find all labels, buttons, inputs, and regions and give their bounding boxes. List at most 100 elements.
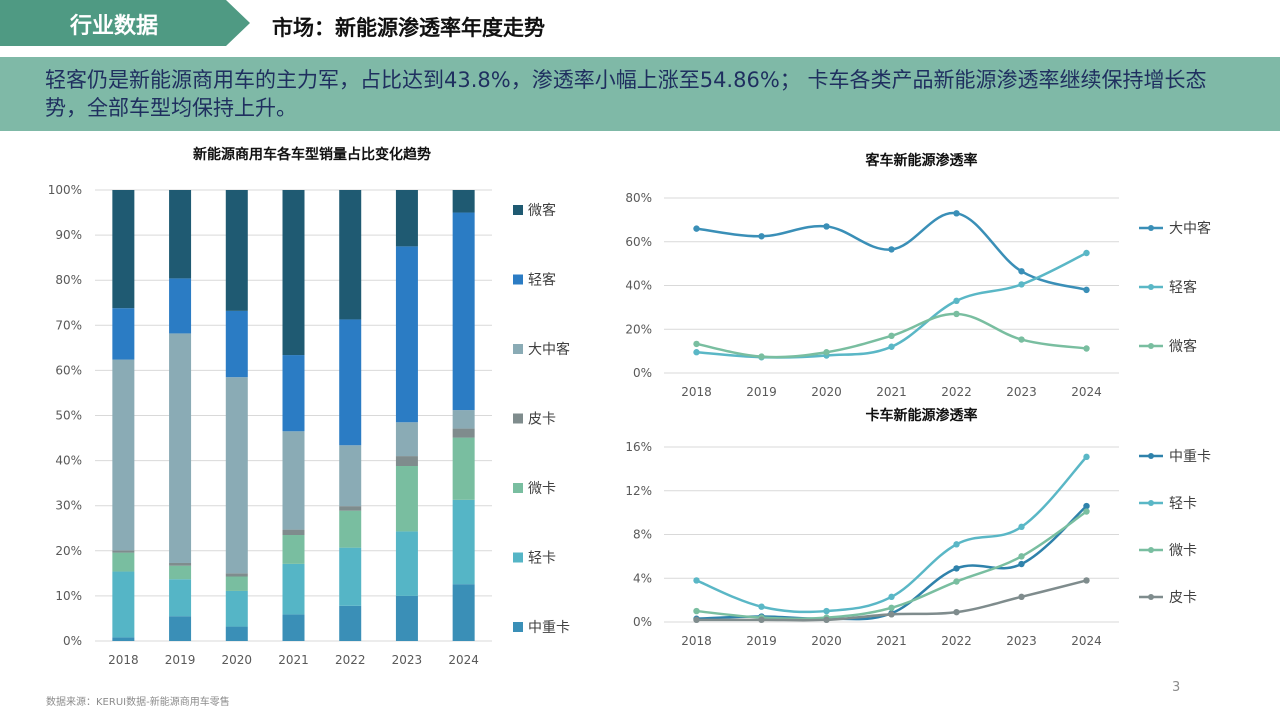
bus-data-point <box>1018 268 1025 275</box>
bar-segment <box>225 590 248 627</box>
bar-segment <box>339 506 362 511</box>
bar-segment <box>395 456 418 467</box>
bar-segment <box>112 637 135 641</box>
bar-legend-swatch <box>513 344 523 354</box>
truck-data-point <box>888 593 895 601</box>
bar-chart-title: 新能源商用车各车型销量占比变化趋势 <box>193 146 431 163</box>
bar-legend-label: 中重卡 <box>528 620 570 636</box>
bar-segment <box>282 614 305 641</box>
truck-y-tick-label: 0% <box>633 615 652 629</box>
stacked-bar-chart: 新能源商用车各车型销量占比变化趋势 0% 10% 20% 30% 40% 50% 60% 70%… <box>48 146 570 667</box>
truck-data-point <box>758 603 765 610</box>
bus-line-chart: 客车新能源渗透率 0% 20% 40% 60% 80% 2018 2019 2020 2021 20… <box>625 152 1211 399</box>
bar-y-tick-label: 50% <box>55 409 82 423</box>
bar-segment <box>452 437 475 500</box>
bus-legend-label: 微客 <box>1169 338 1197 355</box>
truck-data-point <box>1018 593 1025 601</box>
truck-x-tick-label: 2022 <box>941 634 972 648</box>
truck-x-tick-label: 2024 <box>1071 634 1102 648</box>
truck-legend-marker <box>1148 594 1154 600</box>
bar-segment <box>225 576 248 591</box>
bar-x-tick-label: 2022 <box>335 653 366 667</box>
bar-segment <box>282 563 305 615</box>
summary-banner: 轻客仍是新能源商用车的主力军，占比达到43.8%，渗透率小幅上涨至54.86%；… <box>0 57 1280 131</box>
bar-segment <box>169 278 192 334</box>
bar-y-tick-label: 40% <box>55 454 82 468</box>
bus-legend-marker <box>1148 284 1154 290</box>
bar-segment <box>395 466 418 532</box>
bar-segment <box>225 310 248 378</box>
truck-series-line <box>696 510 1088 620</box>
bar-x-tick-label: 2021 <box>278 653 309 667</box>
bar-segment <box>339 510 362 548</box>
truck-y-tick-label: 16% <box>625 440 652 454</box>
bar-segment <box>395 595 418 641</box>
bar-segment <box>395 422 418 457</box>
truck-y-tick-label: 12% <box>625 484 652 498</box>
bar-segment <box>395 246 418 423</box>
bus-data-point <box>888 332 895 340</box>
bar-segment <box>452 190 475 213</box>
bar-x-tick-label: 2023 <box>392 653 423 667</box>
truck-legend-label: 中重卡 <box>1169 449 1211 465</box>
bar-segment <box>112 550 135 553</box>
bar-segment <box>112 571 135 638</box>
truck-data-point <box>823 607 830 615</box>
truck-data-point <box>953 565 960 572</box>
section-tag-label: 行业数据 <box>70 14 159 39</box>
bar-legend-swatch <box>513 552 523 563</box>
bus-x-tick-label: 2019 <box>746 385 777 399</box>
bar-segment <box>169 565 192 580</box>
bar-segment <box>225 190 248 311</box>
bar-legend-label: 微客 <box>528 202 556 219</box>
bus-y-tick-label: 20% <box>625 322 652 336</box>
truck-line-chart: 卡车新能源渗透率 0% 4% 8% 12% 16% 2018 2019 2020 2021 2022… <box>625 407 1211 648</box>
bar-legend-swatch <box>513 483 523 493</box>
bus-y-tick-label: 80% <box>625 191 652 205</box>
bar-segment <box>395 190 418 247</box>
bar-segment <box>225 626 248 641</box>
bar-legend-label: 皮卡 <box>528 412 556 428</box>
bar-y-tick-label: 70% <box>55 318 82 332</box>
truck-data-point <box>953 608 960 616</box>
bar-x-tick-label: 2020 <box>222 653 253 667</box>
bus-data-point <box>1018 336 1025 343</box>
bar-x-tick-label: 2019 <box>165 653 196 667</box>
bar-x-tick-label: 2018 <box>108 653 139 667</box>
bar-legend-label: 大中客 <box>528 341 570 358</box>
bus-chart-title: 客车新能源渗透率 <box>865 152 978 169</box>
bar-segment <box>339 319 362 446</box>
truck-x-tick-label: 2020 <box>811 634 842 648</box>
bar-segment <box>225 573 248 577</box>
truck-legend-marker <box>1148 453 1154 459</box>
bar-segment <box>169 333 192 563</box>
truck-data-point <box>953 541 960 548</box>
bar-y-tick-label: 10% <box>55 589 82 603</box>
bus-data-point <box>1083 249 1090 257</box>
bar-y-tick-label: 90% <box>55 228 82 242</box>
truck-data-point <box>1018 560 1025 568</box>
truck-x-tick-label: 2019 <box>746 634 777 648</box>
bar-y-tick-label: 20% <box>55 544 82 558</box>
bar-segment <box>452 499 475 585</box>
truck-y-tick-label: 4% <box>633 571 652 585</box>
bar-y-tick-label: 60% <box>55 363 82 377</box>
bar-segment <box>339 190 362 320</box>
page-title: 市场：新能源渗透率年度走势 <box>272 16 545 40</box>
truck-data-point <box>888 604 895 611</box>
bar-y-tick-label: 80% <box>55 273 82 287</box>
bus-data-point <box>888 343 895 350</box>
truck-data-point <box>693 577 700 584</box>
bar-segment <box>112 359 135 551</box>
truck-x-tick-label: 2018 <box>681 634 712 648</box>
bus-data-point <box>953 210 960 217</box>
bus-data-point <box>1018 281 1025 288</box>
bar-legend-label: 微卡 <box>528 481 556 497</box>
bar-y-tick-label: 30% <box>55 499 82 513</box>
bar-segment <box>169 562 192 566</box>
bus-x-tick-label: 2018 <box>681 385 712 399</box>
bus-legend-label: 轻客 <box>1169 279 1197 296</box>
bar-segment <box>282 190 305 356</box>
truck-legend-label: 皮卡 <box>1169 590 1197 606</box>
bar-segment <box>452 410 475 429</box>
